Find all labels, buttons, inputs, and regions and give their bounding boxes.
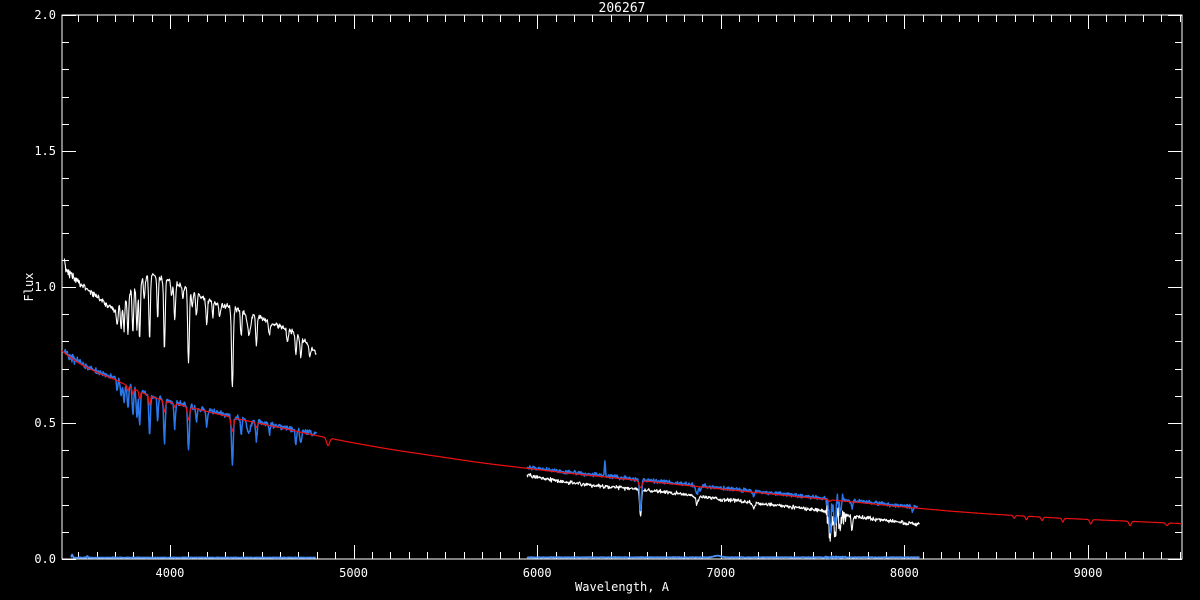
x-tick-label: 9000 [1074,566,1103,580]
plot-title: 206267 [599,1,646,16]
series-error-spectrum-blue-arm [70,553,317,559]
spectra-curves [61,258,1182,560]
series-scaled-observed-spectrum-red-arm [526,473,920,542]
y-axis-label: Flux [22,273,36,302]
x-tick-label: 8000 [890,566,919,580]
axis-tick-labels: 4000 5000 6000 7000 8000 9000 0.0 0.5 1.0 1.5 2.0 [34,8,1102,580]
y-tick-label: 0.0 [34,552,56,566]
series-scaled-observed-spectrum-blue-arm [63,258,317,388]
y-tick-label: 1.0 [34,280,56,294]
x-tick-label: 4000 [156,566,185,580]
axis-ticks [62,15,1182,560]
x-axis-label: Wavelength, A [575,580,670,594]
series-flux-calibrated-spectrum-blue-arm [63,348,318,466]
y-tick-label: 0.5 [34,416,56,430]
x-tick-label: 5000 [339,566,368,580]
x-tick-label: 6000 [523,566,552,580]
y-tick-label: 2.0 [34,8,56,22]
y-tick-label: 1.5 [34,144,56,158]
x-tick-label: 7000 [706,566,735,580]
series-model-spectrum [61,350,1182,527]
series-flux-calibrated-spectrum-red-arm [526,460,919,534]
series-error-spectrum-red-arm [526,554,920,560]
